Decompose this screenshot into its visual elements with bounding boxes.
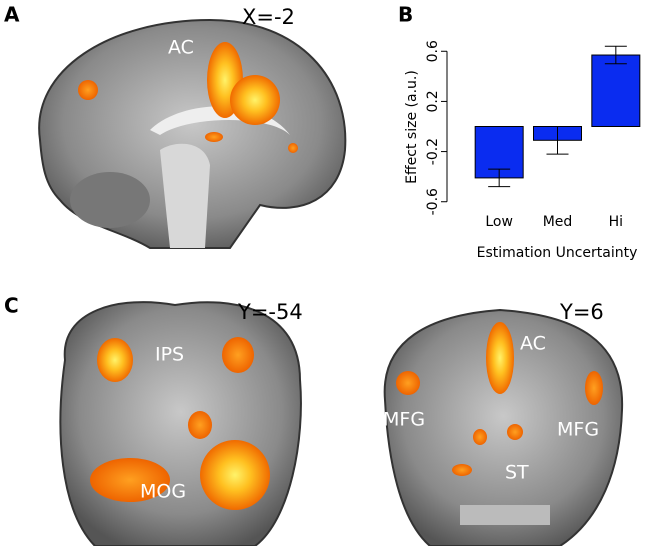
- region-label: MFG: [383, 409, 425, 431]
- coronal-image-right: [383, 308, 624, 546]
- y-tick-label: 0.2: [425, 90, 441, 112]
- coordinate-label: Y=-54: [237, 300, 303, 324]
- panel-label: B: [398, 3, 413, 27]
- x-tick-label: Hi: [609, 214, 623, 230]
- region-label: AC: [168, 37, 194, 59]
- x-tick-label: Med: [543, 214, 573, 230]
- bar-chart: B Estimation Uncertainty Effect size (a.…: [398, 3, 641, 261]
- error-bar: [546, 126, 569, 155]
- x-tick-label: Low: [485, 214, 513, 230]
- x-axis-label: Estimation Uncertainty: [477, 245, 638, 261]
- region-label: MOG: [140, 481, 186, 503]
- region-label: ST: [505, 462, 529, 484]
- sagittal-image: A X=-2 AC: [4, 0, 350, 249]
- y-tick-label: -0.2: [425, 138, 441, 165]
- error-bar: [604, 45, 627, 65]
- y-axis-label: Effect size (a.u.): [404, 70, 420, 184]
- region-label: MFG: [557, 419, 599, 441]
- error-bar: [488, 168, 511, 188]
- y-tick-label: 0.6: [425, 40, 441, 62]
- bar: [591, 54, 641, 127]
- y-tick-label: -0.6: [425, 188, 441, 215]
- coronal-image-left: [59, 301, 302, 546]
- panel-label: C: [4, 294, 19, 318]
- region-label: AC: [520, 333, 546, 355]
- coordinate-label: Y=6: [559, 300, 604, 324]
- panel-label: A: [4, 3, 20, 27]
- region-label: IPS: [155, 344, 184, 366]
- coordinate-label: X=-2: [242, 5, 295, 29]
